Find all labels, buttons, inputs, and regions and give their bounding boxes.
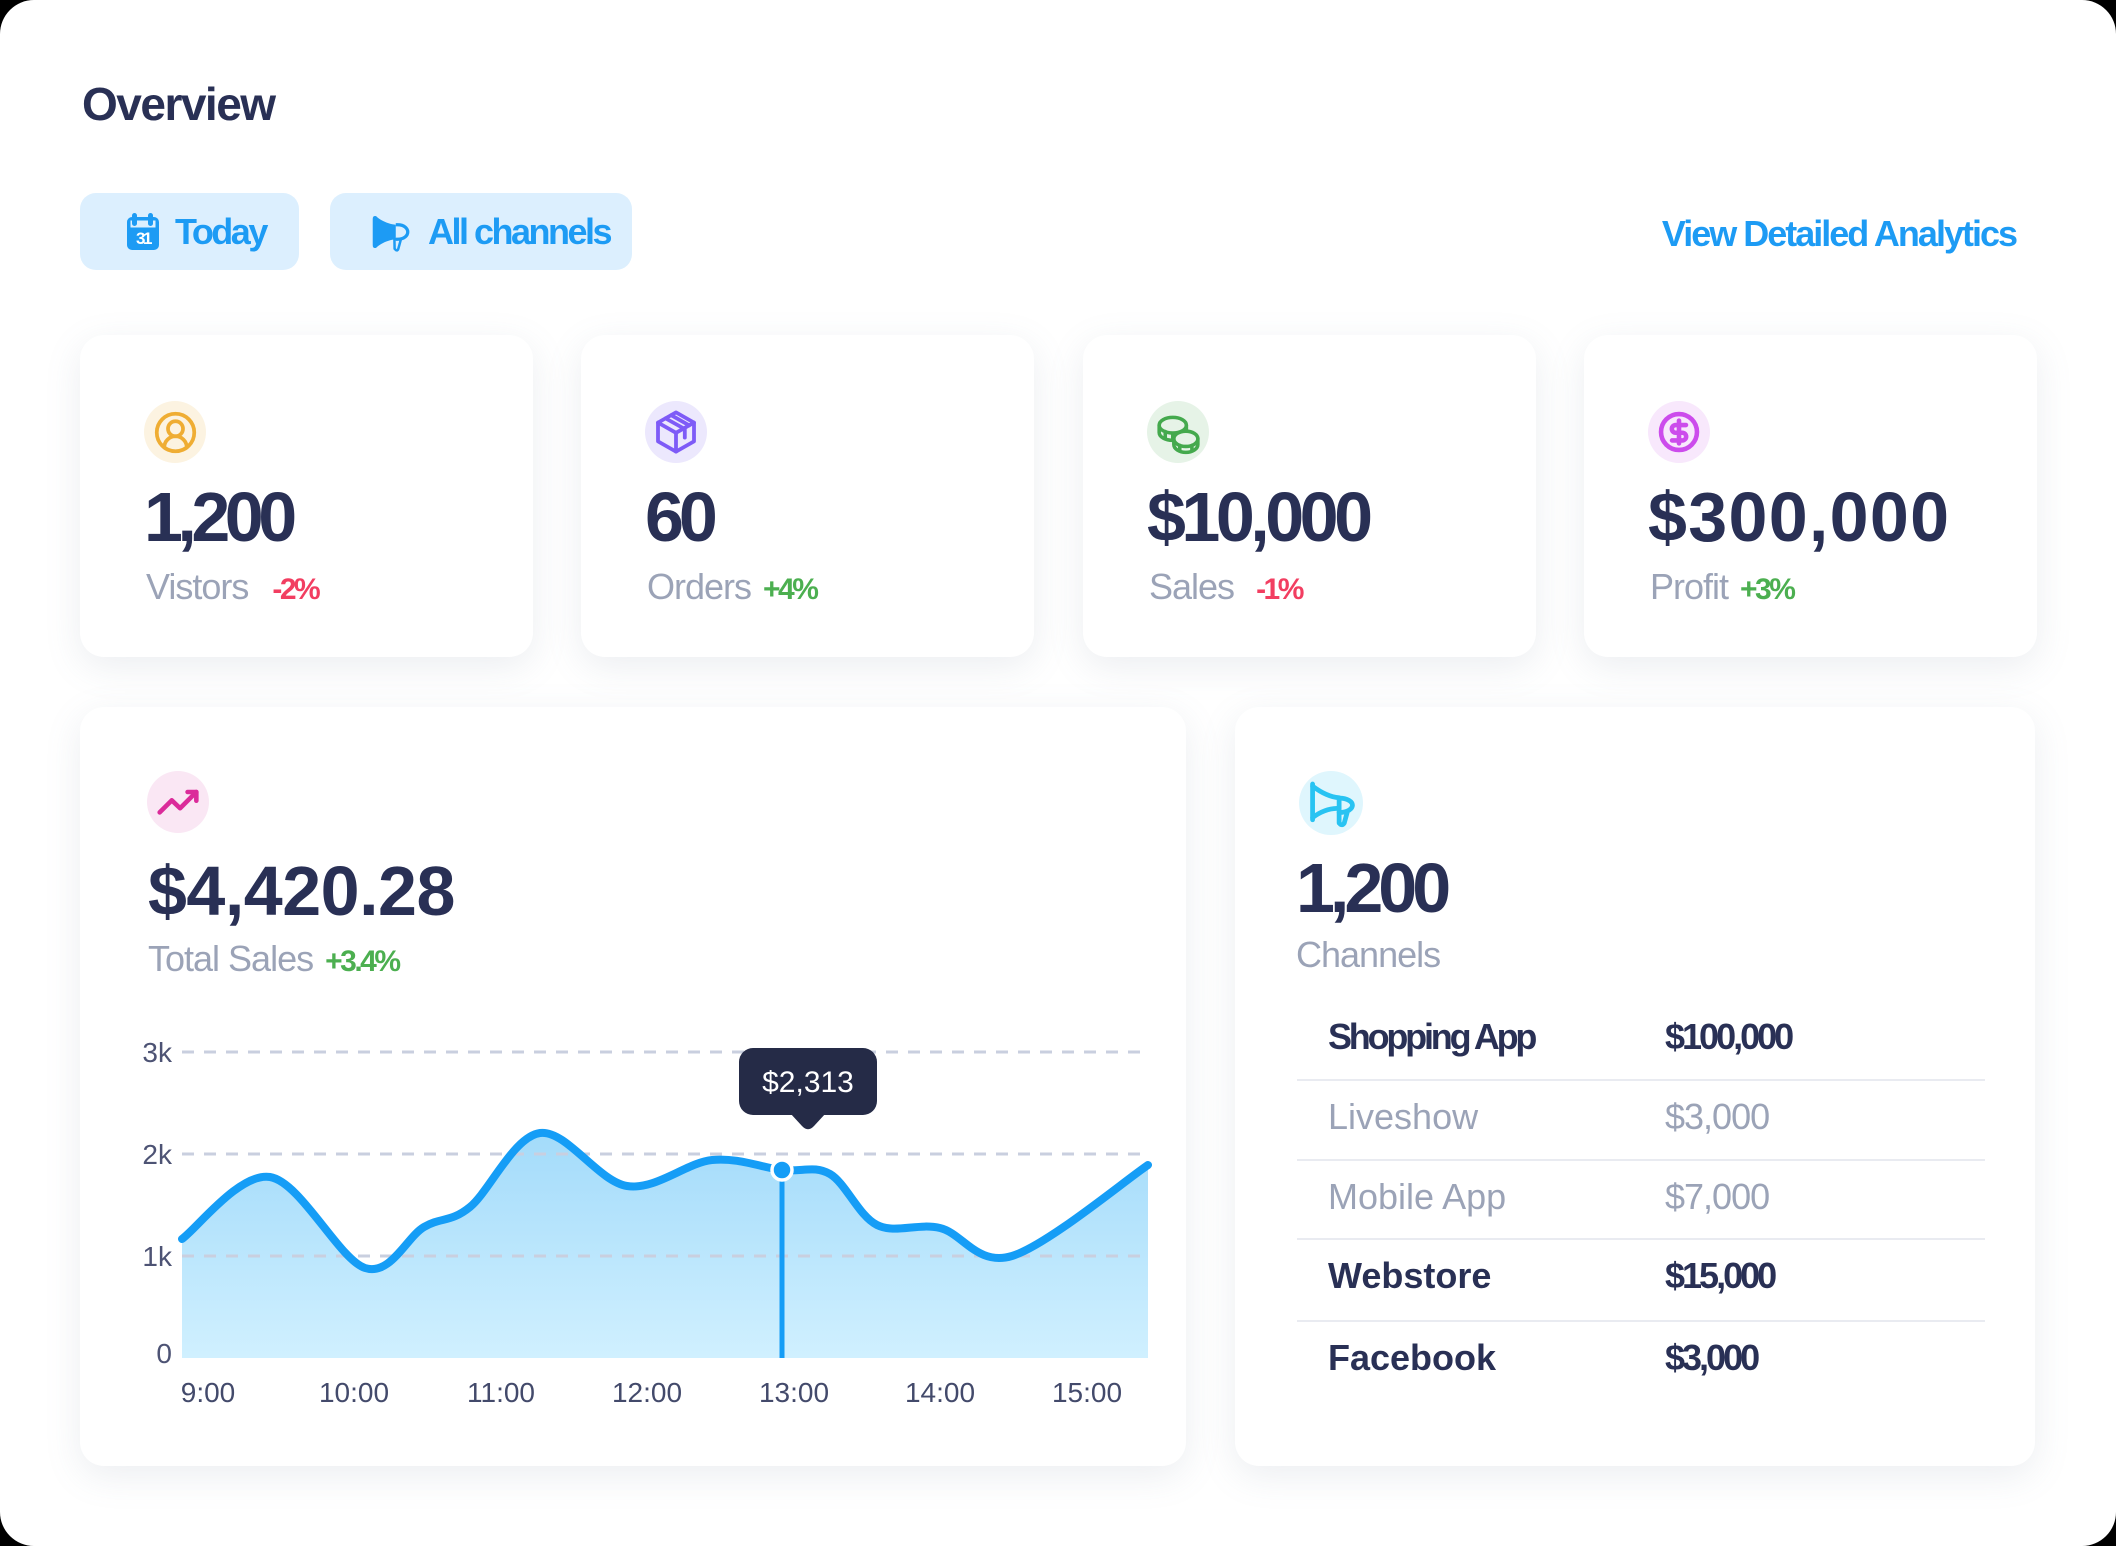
svg-text:9:00: 9:00 bbox=[181, 1377, 236, 1408]
svg-text:0: 0 bbox=[156, 1338, 172, 1369]
svg-text:11:00: 11:00 bbox=[467, 1377, 535, 1408]
svg-text:2k: 2k bbox=[142, 1139, 173, 1170]
svg-text:14:00: 14:00 bbox=[905, 1377, 975, 1408]
svg-text:3k: 3k bbox=[142, 1037, 173, 1068]
svg-text:13:00: 13:00 bbox=[759, 1377, 829, 1408]
svg-text:15:00: 15:00 bbox=[1052, 1377, 1122, 1408]
svg-text:31: 31 bbox=[136, 229, 152, 248]
svg-text:12:00: 12:00 bbox=[612, 1377, 682, 1408]
svg-text:1k: 1k bbox=[142, 1241, 173, 1272]
svg-text:10:00: 10:00 bbox=[319, 1377, 389, 1408]
svg-text:$2,313: $2,313 bbox=[762, 1066, 854, 1099]
